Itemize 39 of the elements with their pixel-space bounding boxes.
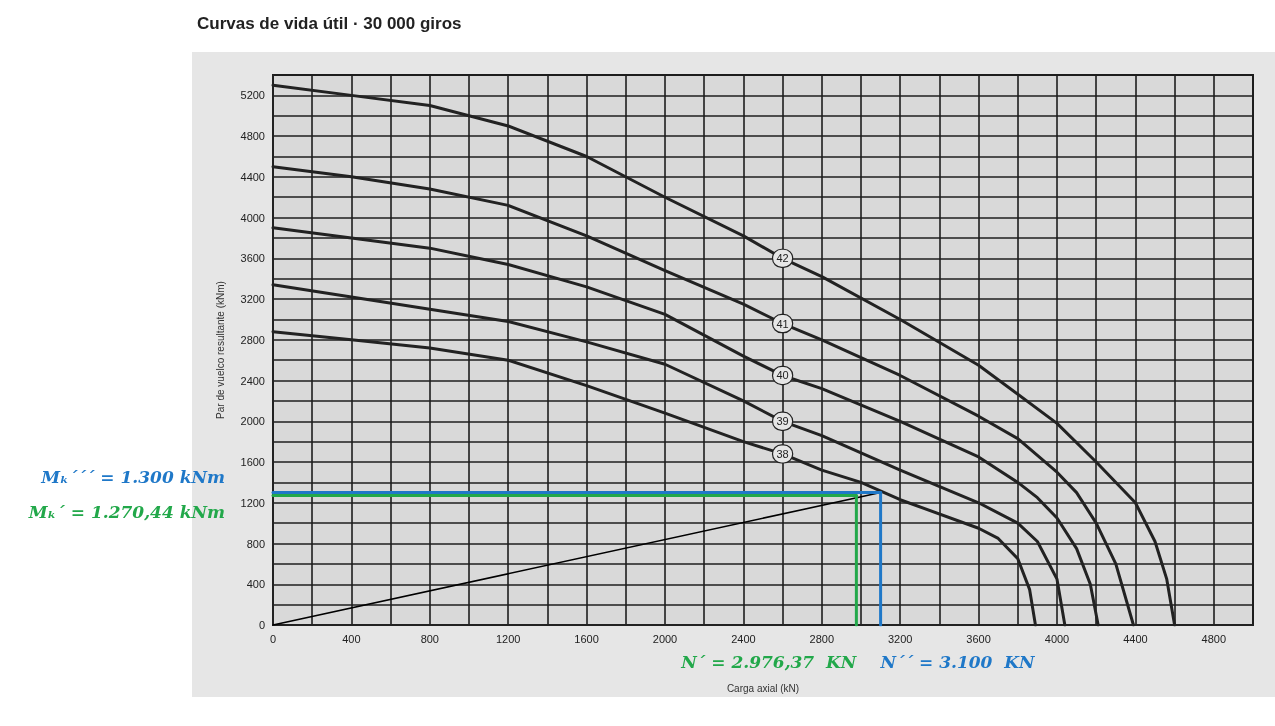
- x-tick-label: 3200: [887, 632, 913, 645]
- x-tick-label: 3600: [966, 632, 991, 645]
- x-tick-label: 1600: [574, 632, 599, 645]
- y-tick-label: 2000: [240, 415, 265, 428]
- x-tick-label: 0: [269, 632, 277, 645]
- y-tick-label: 2800: [240, 333, 265, 346]
- series-label: 38: [776, 447, 789, 460]
- series-label: 40: [776, 369, 789, 382]
- y-tick-label: 4400: [240, 170, 265, 183]
- text: Mₖ´´´ = 1.300 kNm: [40, 466, 225, 487]
- y-tick-label: 1200: [240, 496, 265, 509]
- y-axis-title: Par de vuelco resultante (kNm): [214, 281, 226, 419]
- series-label: N´´ = 3.100 KN: [879, 651, 1037, 672]
- x-tick-label: 1200: [495, 632, 521, 645]
- y-tick-label: 800: [246, 537, 265, 550]
- y-tick-label: 5200: [240, 89, 265, 102]
- y-tick-label: 400: [246, 578, 265, 591]
- series-label: 39: [776, 415, 789, 428]
- series-label: 42: [776, 252, 789, 265]
- series-label: N´ = 2.976,37 KN: [680, 651, 858, 672]
- y-tick-label: 0: [258, 619, 265, 631]
- x-tick-label: 4000: [1044, 632, 1070, 645]
- series-label: 41: [776, 317, 789, 330]
- x-tick-label: 400: [342, 632, 361, 645]
- y-tick-label: 1600: [240, 456, 265, 469]
- x-axis-title: Carga axial (kN): [726, 682, 800, 694]
- chart-title: Curvas de vida útil · 30 000 giros: [197, 14, 462, 33]
- x-tick-label: 4400: [1123, 632, 1148, 645]
- x-tick-label: 800: [420, 632, 439, 645]
- y-tick-label: 2400: [240, 374, 265, 387]
- x-tick-label: 4800: [1201, 632, 1227, 645]
- y-tick-label: 4800: [240, 130, 265, 143]
- text: Mₖ´ = 1.270,44 kNm: [27, 501, 225, 522]
- y-tick-label: 3600: [240, 252, 265, 265]
- x-tick-label: 2800: [809, 632, 835, 645]
- y-tick-label: 3200: [240, 293, 265, 306]
- x-tick-label: 2000: [652, 632, 678, 645]
- x-tick-label: 2400: [731, 632, 756, 645]
- y-tick-label: 4000: [240, 211, 265, 224]
